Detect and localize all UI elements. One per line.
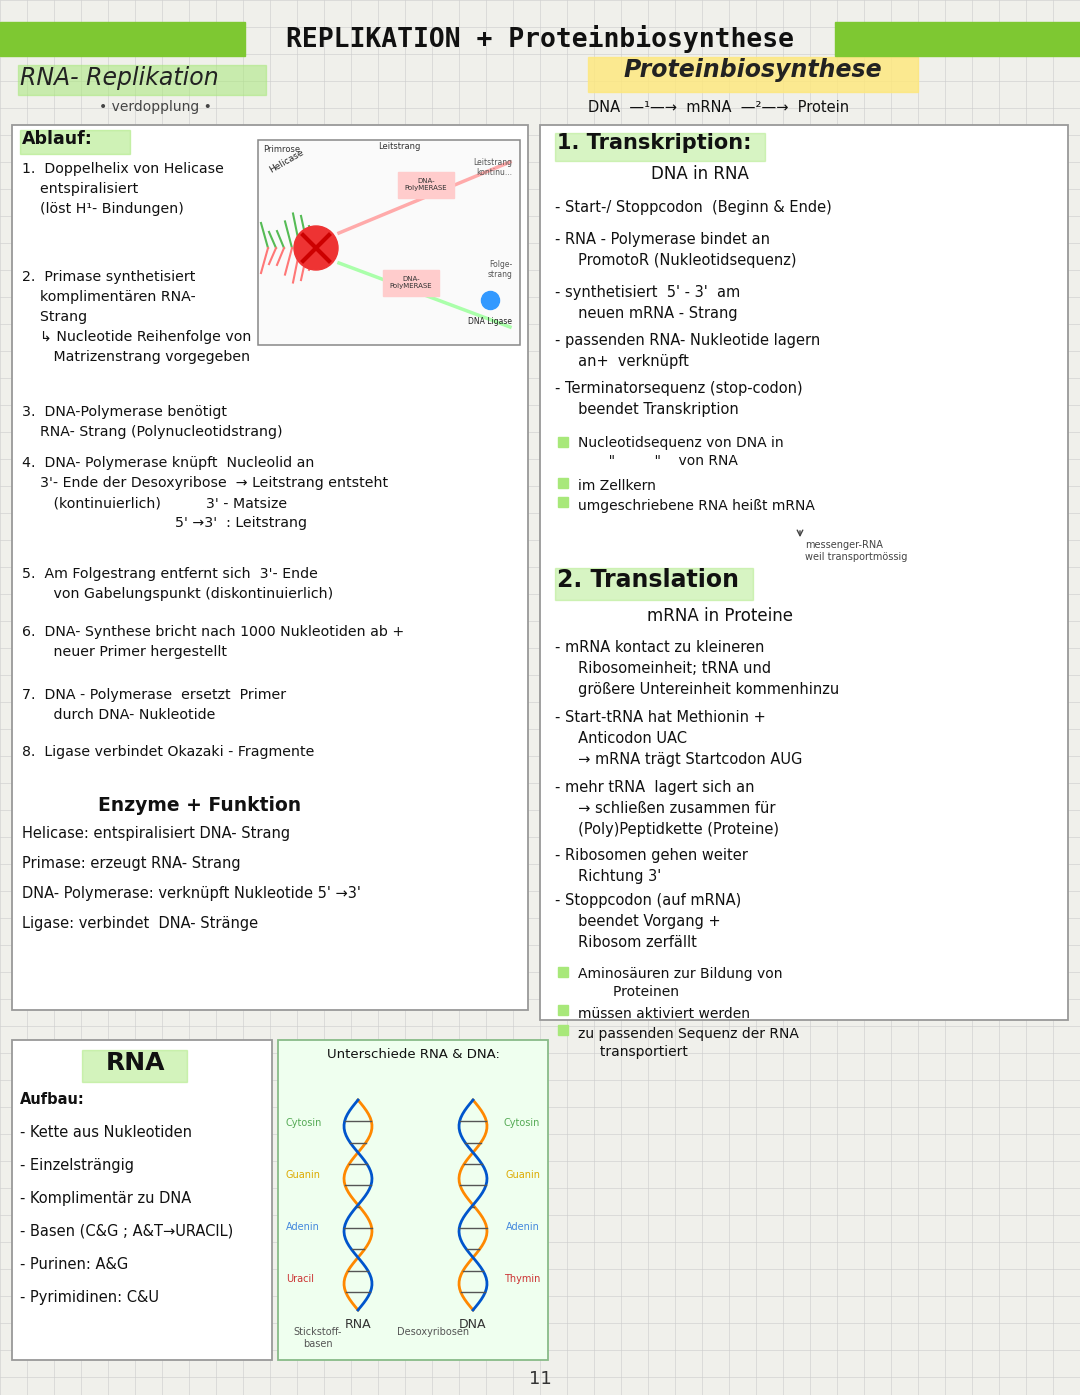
Text: 7.  DNA - Polymerase  ersetzt  Primer
       durch DNA- Nukleotide: 7. DNA - Polymerase ersetzt Primer durch… [22, 688, 286, 723]
Text: DNA-
PolyMERASE: DNA- PolyMERASE [390, 276, 432, 289]
Text: 5.  Am Folgestrang entfernt sich  3'- Ende
       von Gabelungspunkt (diskontinu: 5. Am Folgestrang entfernt sich 3'- Ende… [22, 566, 333, 601]
Circle shape [294, 226, 338, 271]
Text: 2.  Primase synthetisiert
    komplimentären RNA-
    Strang
    ↳ Nucleotide Re: 2. Primase synthetisiert komplimentären … [22, 271, 252, 364]
Text: - Terminatorsequenz (stop-codon)
     beendet Transkription: - Terminatorsequenz (stop-codon) beendet… [555, 381, 802, 417]
Text: Guanin: Guanin [286, 1170, 321, 1180]
Bar [12, 1041, 272, 1360]
Bar [21, 130, 130, 153]
Text: RNA- Replikation: RNA- Replikation [21, 66, 219, 91]
Text: 11: 11 [528, 1370, 552, 1388]
Text: Ablauf:: Ablauf: [22, 130, 93, 148]
Text: DNA  —¹—→  mRNA  —²—→  Protein: DNA —¹—→ mRNA —²—→ Protein [588, 100, 849, 114]
Bar [278, 1041, 548, 1360]
Text: - Start-tRNA hat Methionin +
     Anticodon UAC
     → mRNA trägt Startcodon AUG: - Start-tRNA hat Methionin + Anticodon U… [555, 710, 802, 767]
Text: Proteinbiosynthese: Proteinbiosynthese [623, 59, 882, 82]
Bar [540, 126, 1068, 1020]
Text: 1.  Doppelhelix von Helicase
    entspiralisiert
    (löst H¹- Bindungen): 1. Doppelhelix von Helicase entspiralisi… [22, 162, 224, 216]
Text: Guanin: Guanin [505, 1170, 540, 1180]
Text: Primrose: Primrose [264, 145, 300, 153]
Bar [555, 568, 753, 600]
Text: 4.  DNA- Polymerase knüpft  Nucleolid an
    3'- Ende der Desoxyribose  → Leitst: 4. DNA- Polymerase knüpft Nucleolid an 3… [22, 456, 388, 530]
Text: - mehr tRNA  lagert sich an
     → schließen zusammen für
     (Poly)Peptidkette: - mehr tRNA lagert sich an → schließen z… [555, 780, 779, 837]
Text: - Start-/ Stoppcodon  (Beginn & Ende): - Start-/ Stoppcodon (Beginn & Ende) [555, 199, 832, 215]
Text: 1. Transkription:: 1. Transkription: [557, 133, 752, 153]
Text: Ligase: verbindet  DNA- Stränge: Ligase: verbindet DNA- Stränge [22, 917, 258, 930]
Text: Adenin: Adenin [507, 1222, 540, 1232]
Text: Desoxyribosen: Desoxyribosen [397, 1327, 469, 1336]
Bar [18, 66, 266, 95]
Text: Enzyme + Funktion: Enzyme + Funktion [98, 797, 301, 815]
Text: DNA Ligase: DNA Ligase [468, 317, 512, 326]
Text: Nucleotidsequenz von DNA in
       "         "    von RNA: Nucleotidsequenz von DNA in " " von RNA [578, 437, 784, 469]
Text: - passenden RNA- Nukleotide lagern
     an+  verknüpft: - passenden RNA- Nukleotide lagern an+ v… [555, 333, 820, 370]
Bar [12, 126, 528, 1010]
Text: Unterschiede RNA & DNA:: Unterschiede RNA & DNA: [326, 1048, 499, 1062]
Text: 2. Translation: 2. Translation [557, 568, 739, 591]
Text: - Ribosomen gehen weiter
     Richtung 3': - Ribosomen gehen weiter Richtung 3' [555, 848, 747, 884]
Text: Folge-
strang: Folge- strang [487, 259, 512, 279]
Text: DNA in RNA: DNA in RNA [651, 165, 748, 183]
Bar [555, 133, 765, 160]
Text: Thymin: Thymin [503, 1274, 540, 1283]
Text: Cytosin: Cytosin [286, 1117, 322, 1129]
Text: DNA: DNA [459, 1318, 487, 1331]
Bar [588, 57, 918, 92]
Text: DNA-
PolyMERASE: DNA- PolyMERASE [405, 179, 447, 191]
Text: - Einzelsträngig: - Einzelsträngig [21, 1158, 134, 1173]
Text: Primase: erzeugt RNA- Strang: Primase: erzeugt RNA- Strang [22, 857, 241, 870]
Bar [399, 172, 454, 198]
Text: Cytosin: Cytosin [503, 1117, 540, 1129]
Text: - RNA - Polymerase bindet an
     PromotoR (Nukleotidsequenz): - RNA - Polymerase bindet an PromotoR (N… [555, 232, 797, 268]
Text: Leitstrang
kontinu...: Leitstrang kontinu... [473, 158, 512, 177]
Text: mRNA in Proteine: mRNA in Proteine [647, 607, 793, 625]
Text: im Zellkern: im Zellkern [578, 478, 656, 492]
Text: • verdopplung •: • verdopplung • [98, 100, 212, 114]
Text: - Basen (C&G ; A&T→URACIL): - Basen (C&G ; A&T→URACIL) [21, 1223, 233, 1239]
Text: Aufbau:: Aufbau: [21, 1092, 84, 1108]
Text: - Stoppcodon (auf mRNA)
     beendet Vorgang +
     Ribosom zerfällt: - Stoppcodon (auf mRNA) beendet Vorgang … [555, 893, 741, 950]
Bar [835, 22, 1080, 56]
Text: - mRNA kontact zu kleineren
     Ribosomeinheit; tRNA und
     größere Untereinh: - mRNA kontact zu kleineren Ribosomeinhe… [555, 640, 839, 698]
Text: 8.  Ligase verbindet Okazaki - Fragmente: 8. Ligase verbindet Okazaki - Fragmente [22, 745, 314, 759]
Text: Uracil: Uracil [286, 1274, 314, 1283]
Text: - Purinen: A&G: - Purinen: A&G [21, 1257, 129, 1272]
Bar [258, 140, 519, 345]
Text: müssen aktiviert werden: müssen aktiviert werden [578, 1007, 750, 1021]
Text: umgeschriebene RNA heißt mRNA: umgeschriebene RNA heißt mRNA [578, 499, 815, 513]
Text: 3.  DNA-Polymerase benötigt
    RNA- Strang (Polynucleotidstrang): 3. DNA-Polymerase benötigt RNA- Strang (… [22, 405, 283, 439]
Text: - Pyrimidinen: C&U: - Pyrimidinen: C&U [21, 1290, 159, 1304]
Text: Aminosäuren zur Bildung von
        Proteinen: Aminosäuren zur Bildung von Proteinen [578, 967, 783, 999]
Text: messenger-RNA
weil transportmössig: messenger-RNA weil transportmössig [805, 540, 907, 562]
Text: Leitstrang: Leitstrang [378, 142, 420, 151]
Text: Helicase: entspiralisiert DNA- Strang: Helicase: entspiralisiert DNA- Strang [22, 826, 291, 841]
Text: - Kette aus Nukleotiden: - Kette aus Nukleotiden [21, 1124, 192, 1140]
Text: REPLIKATION + Proteinbiosynthese: REPLIKATION + Proteinbiosynthese [286, 25, 794, 53]
Text: Stickstoff-
basen: Stickstoff- basen [294, 1327, 342, 1349]
Text: RNA: RNA [105, 1050, 165, 1076]
Text: RNA: RNA [345, 1318, 372, 1331]
Text: - Komplimentär zu DNA: - Komplimentär zu DNA [21, 1191, 191, 1207]
Bar [82, 1050, 187, 1083]
Bar [0, 22, 245, 56]
Text: Adenin: Adenin [286, 1222, 320, 1232]
Text: zu passenden Sequenz der RNA
     transportiert: zu passenden Sequenz der RNA transportie… [578, 1027, 799, 1059]
Text: DNA- Polymerase: verknüpft Nukleotide 5' →3': DNA- Polymerase: verknüpft Nukleotide 5'… [22, 886, 361, 901]
Text: - synthetisiert  5' - 3'  am
     neuen mRNA - Strang: - synthetisiert 5' - 3' am neuen mRNA - … [555, 285, 740, 321]
Text: Helicase: Helicase [267, 148, 305, 174]
Bar [383, 271, 438, 296]
Text: 6.  DNA- Synthese bricht nach 1000 Nukleotiden ab +
       neuer Primer hergeste: 6. DNA- Synthese bricht nach 1000 Nukleo… [22, 625, 404, 658]
